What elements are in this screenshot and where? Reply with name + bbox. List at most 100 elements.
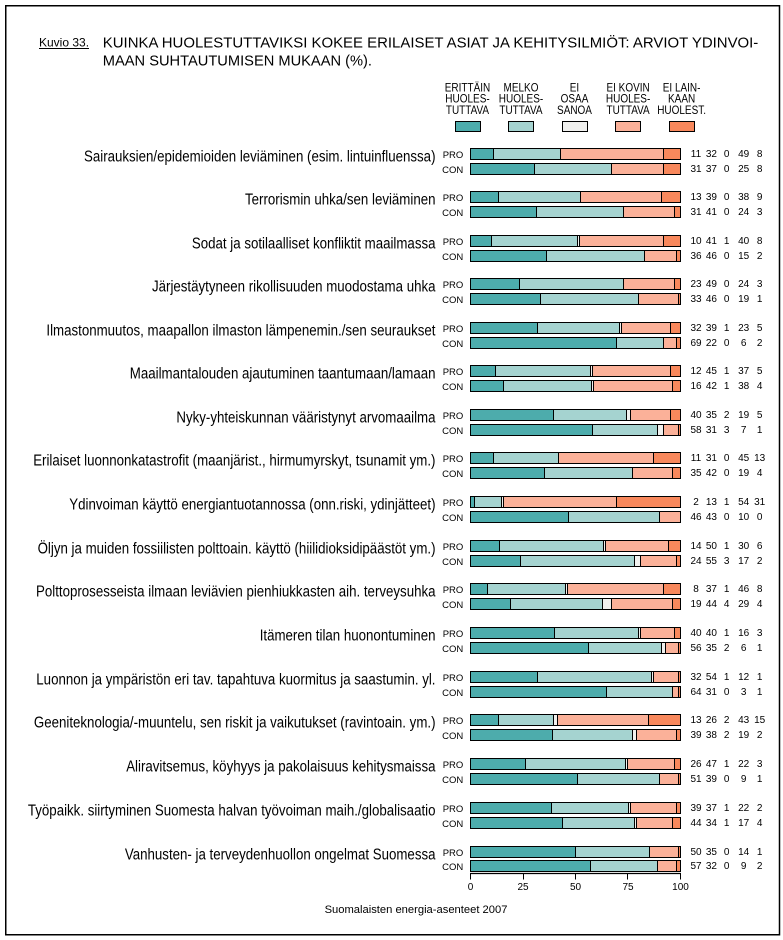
- svg-text:PRO: PRO: [443, 848, 464, 859]
- svg-text:37: 37: [738, 366, 750, 377]
- svg-text:2: 2: [757, 556, 763, 567]
- svg-text:PRO: PRO: [443, 629, 464, 640]
- svg-text:14: 14: [738, 847, 750, 858]
- svg-text:0: 0: [724, 861, 730, 872]
- svg-text:CON: CON: [442, 688, 463, 699]
- svg-text:32: 32: [706, 149, 718, 160]
- svg-text:PRO: PRO: [443, 585, 464, 596]
- svg-text:PRO: PRO: [443, 367, 464, 378]
- svg-text:36: 36: [690, 251, 702, 262]
- svg-text:2: 2: [724, 410, 730, 421]
- svg-text:44: 44: [706, 599, 718, 610]
- svg-text:11: 11: [691, 453, 702, 464]
- svg-text:CON: CON: [442, 600, 463, 611]
- svg-text:0: 0: [757, 512, 763, 523]
- svg-text:37: 37: [706, 584, 718, 595]
- svg-text:Suomalaisten energia-asenteet: Suomalaisten energia-asenteet 2007: [325, 904, 508, 916]
- svg-text:TUTTAVA: TUTTAVA: [446, 104, 489, 117]
- svg-text:MELKO: MELKO: [504, 81, 539, 94]
- svg-text:4: 4: [757, 468, 763, 479]
- svg-text:35: 35: [706, 643, 718, 654]
- svg-text:1: 1: [724, 323, 730, 334]
- svg-text:1: 1: [757, 687, 763, 698]
- svg-text:TUTTAVA: TUTTAVA: [607, 104, 650, 117]
- svg-text:22: 22: [706, 338, 718, 349]
- svg-text:Vanhusten- ja terveydenhuollon: Vanhusten- ja terveydenhuollon ongelmat …: [125, 847, 436, 864]
- svg-text:22: 22: [738, 803, 750, 814]
- svg-text:3: 3: [741, 687, 747, 698]
- svg-text:6: 6: [741, 338, 747, 349]
- svg-text:46: 46: [690, 512, 702, 523]
- svg-text:30: 30: [738, 541, 750, 552]
- svg-text:3: 3: [757, 207, 763, 218]
- svg-text:32: 32: [690, 323, 702, 334]
- svg-text:50: 50: [706, 541, 718, 552]
- svg-text:CON: CON: [442, 644, 463, 655]
- svg-text:31: 31: [690, 164, 702, 175]
- svg-text:1: 1: [757, 774, 763, 785]
- svg-text:50: 50: [690, 847, 702, 858]
- svg-text:25: 25: [738, 164, 750, 175]
- svg-text:EI: EI: [570, 81, 579, 94]
- svg-text:37: 37: [706, 164, 718, 175]
- svg-text:15: 15: [738, 251, 750, 262]
- svg-text:1: 1: [724, 381, 730, 392]
- svg-text:5: 5: [757, 410, 763, 421]
- svg-text:0: 0: [724, 279, 730, 290]
- svg-text:HUOLES-: HUOLES-: [606, 93, 651, 106]
- svg-text:Ydinvoiman käyttö energiantuot: Ydinvoiman käyttö energiantuotannossa (o…: [69, 497, 435, 514]
- svg-text:9: 9: [741, 861, 747, 872]
- svg-text:45: 45: [738, 453, 750, 464]
- svg-text:1: 1: [757, 425, 763, 436]
- svg-text:39: 39: [690, 803, 702, 814]
- svg-text:0: 0: [724, 847, 730, 858]
- svg-text:12: 12: [738, 672, 750, 683]
- svg-text:1: 1: [724, 497, 730, 508]
- svg-text:19: 19: [738, 468, 750, 479]
- svg-text:49: 49: [738, 149, 750, 160]
- svg-text:Polttoprosesseista ilmaan levi: Polttoprosesseista ilmaan leviävien pien…: [36, 584, 436, 601]
- svg-text:PRO: PRO: [443, 716, 464, 727]
- svg-text:35: 35: [690, 468, 702, 479]
- svg-text:Aliravitsemus, köyhyys ja pako: Aliravitsemus, köyhyys ja pakolaisuus ke…: [126, 759, 436, 776]
- svg-text:Itämeren tilan huonontuminen: Itämeren tilan huonontuminen: [260, 628, 436, 645]
- svg-text:3: 3: [724, 425, 730, 436]
- svg-text:KUINKA HUOLESTUTTAVIKSI KOKEE: KUINKA HUOLESTUTTAVIKSI KOKEE ERILAISET …: [103, 34, 759, 52]
- svg-text:Ilmastonmuutos, maapallon ilma: Ilmastonmuutos, maapallon ilmaston lämpe…: [46, 323, 436, 340]
- svg-text:Luonnon ja ympäristön eri tav.: Luonnon ja ympäristön eri tav. tapahtuva…: [36, 672, 435, 689]
- svg-text:1: 1: [724, 628, 730, 639]
- svg-text:17: 17: [738, 556, 750, 567]
- svg-text:CON: CON: [442, 165, 463, 176]
- svg-text:1: 1: [724, 541, 730, 552]
- svg-text:2: 2: [693, 497, 699, 508]
- svg-text:KAAN: KAAN: [668, 93, 695, 106]
- svg-text:3: 3: [757, 628, 763, 639]
- svg-text:35: 35: [706, 847, 718, 858]
- svg-text:CON: CON: [442, 295, 463, 306]
- svg-text:32: 32: [706, 861, 718, 872]
- svg-text:43: 43: [706, 512, 718, 523]
- svg-text:13: 13: [690, 192, 702, 203]
- svg-text:49: 49: [706, 279, 718, 290]
- svg-text:1: 1: [757, 672, 763, 683]
- svg-text:31: 31: [706, 453, 718, 464]
- svg-text:19: 19: [738, 410, 750, 421]
- svg-text:17: 17: [738, 818, 750, 829]
- svg-text:CON: CON: [442, 731, 463, 742]
- svg-text:31: 31: [754, 497, 766, 508]
- svg-text:19: 19: [690, 599, 702, 610]
- svg-text:0: 0: [724, 164, 730, 175]
- svg-text:MAAN SUHTAUTUMISEN MUKAAN (%).: MAAN SUHTAUTUMISEN MUKAAN (%).: [103, 52, 372, 69]
- svg-text:TUTTAVA: TUTTAVA: [499, 104, 542, 117]
- svg-text:5: 5: [757, 366, 763, 377]
- svg-text:39: 39: [706, 323, 718, 334]
- svg-text:0: 0: [724, 192, 730, 203]
- svg-text:46: 46: [706, 294, 718, 305]
- svg-text:0: 0: [724, 468, 730, 479]
- svg-text:2: 2: [724, 715, 730, 726]
- svg-text:SANOA: SANOA: [557, 104, 592, 117]
- svg-text:1: 1: [724, 803, 730, 814]
- svg-text:39: 39: [706, 774, 718, 785]
- svg-text:PRO: PRO: [443, 804, 464, 815]
- svg-text:0: 0: [724, 207, 730, 218]
